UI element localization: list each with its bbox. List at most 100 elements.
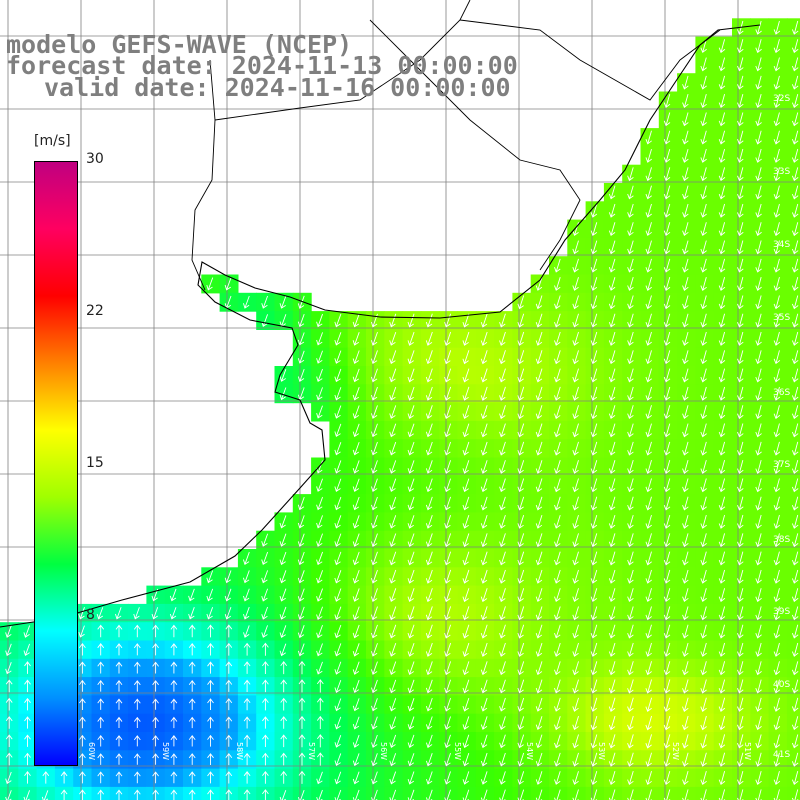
wind-arrow [152, 624, 159, 638]
wind-arrow [718, 313, 726, 328]
wind-arrow [737, 75, 744, 90]
wind-arrow [389, 734, 397, 748]
wind-arrow [535, 405, 543, 420]
wind-arrow [407, 771, 415, 785]
wind-arrow [407, 569, 415, 584]
wind-arrow [352, 734, 360, 748]
wind-arrow [316, 332, 323, 346]
wind-arrow [737, 752, 744, 767]
wind-arrow [755, 130, 762, 145]
wind-arrow [773, 313, 781, 328]
wind-arrow [682, 789, 689, 800]
wind-arrow [97, 698, 105, 710]
wind-arrow [370, 313, 378, 328]
wind-arrow [572, 752, 579, 767]
wind-arrow [389, 679, 397, 694]
wind-arrow [645, 533, 652, 548]
wind-arrow [554, 771, 561, 785]
wind-arrow [682, 679, 689, 694]
wind-arrow [663, 240, 671, 255]
wind-arrow [535, 551, 543, 566]
wind-arrow [389, 753, 397, 767]
wind-arrow [115, 624, 123, 638]
wind-arrow [627, 606, 634, 621]
wind-arrow [554, 350, 561, 365]
wind-arrow [517, 606, 525, 621]
wind-arrow [682, 386, 689, 401]
wind-cell [439, 786, 459, 800]
wind-arrow [334, 460, 342, 474]
wind-arrow [133, 771, 141, 784]
wind-arrow [791, 222, 799, 237]
wind-arrow [480, 331, 488, 346]
wind-arrow [645, 588, 652, 603]
wind-arrow [425, 515, 433, 529]
wind-arrow [243, 625, 250, 638]
wind-arrow [773, 569, 781, 584]
wind-arrow [79, 642, 86, 656]
wind-arrow [572, 258, 579, 273]
wind-arrow [24, 661, 31, 674]
wind-arrow [370, 588, 378, 602]
wind-arrow [737, 148, 744, 163]
wind-arrow [700, 94, 707, 108]
wind-arrow [499, 460, 506, 474]
wind-arrow [590, 697, 598, 712]
wind-arrow [499, 588, 506, 603]
wind-arrow [645, 258, 652, 273]
wind-arrow [718, 258, 726, 273]
wind-arrow [152, 643, 159, 656]
wind-arrow [462, 716, 470, 730]
wind-arrow [718, 130, 726, 145]
wind-arrow [608, 203, 616, 218]
wind-arrow [627, 715, 634, 731]
wind-arrow [773, 130, 781, 145]
wind-arrow [480, 478, 488, 493]
wind-arrow [791, 94, 799, 108]
wind-arrow [425, 496, 433, 511]
wind-arrow [535, 441, 543, 456]
wind-arrow [791, 20, 799, 35]
wind-arrow [755, 258, 762, 273]
wind-arrow [700, 752, 707, 767]
wind-arrow [608, 350, 616, 365]
wind-arrow [5, 734, 13, 748]
wind-arrow [718, 752, 726, 767]
colorbar-tick-8: 8 [86, 607, 95, 623]
wind-arrow [572, 478, 579, 493]
wind-arrow [590, 588, 598, 603]
wind-arrow [261, 588, 269, 602]
wind-arrow [645, 185, 652, 200]
wind-arrow [608, 752, 616, 767]
wind-arrow [298, 679, 306, 693]
wind-arrow [79, 716, 86, 729]
wind-arrow [773, 222, 781, 237]
wind-arrow [718, 57, 726, 72]
wind-arrow [682, 112, 689, 127]
wind-arrow [663, 277, 671, 291]
wind-arrow [371, 698, 378, 712]
wind-arrow [700, 789, 707, 800]
wind-arrow [279, 295, 287, 309]
wind-arrow [718, 350, 726, 365]
lon-label: 54W [525, 742, 534, 761]
wind-arrow [700, 478, 707, 493]
wind-arrow [755, 789, 762, 800]
wind-arrow [791, 313, 799, 328]
wind-cell [512, 786, 532, 800]
wind-arrow [755, 405, 762, 420]
wind-arrow [663, 770, 671, 786]
wind-arrow [700, 313, 707, 328]
wind-arrow [371, 771, 378, 785]
wind-arrow [755, 185, 762, 200]
wind-arrow [627, 222, 634, 237]
wind-arrow [627, 569, 634, 584]
wind-arrow [370, 350, 378, 365]
wind-arrow [5, 679, 13, 693]
wind-arrow [462, 697, 470, 712]
wind-arrow [737, 478, 744, 493]
wind-arrow [444, 752, 451, 767]
wind-arrow [608, 642, 616, 657]
wind-arrow [773, 39, 781, 54]
wind-arrow [279, 515, 287, 529]
